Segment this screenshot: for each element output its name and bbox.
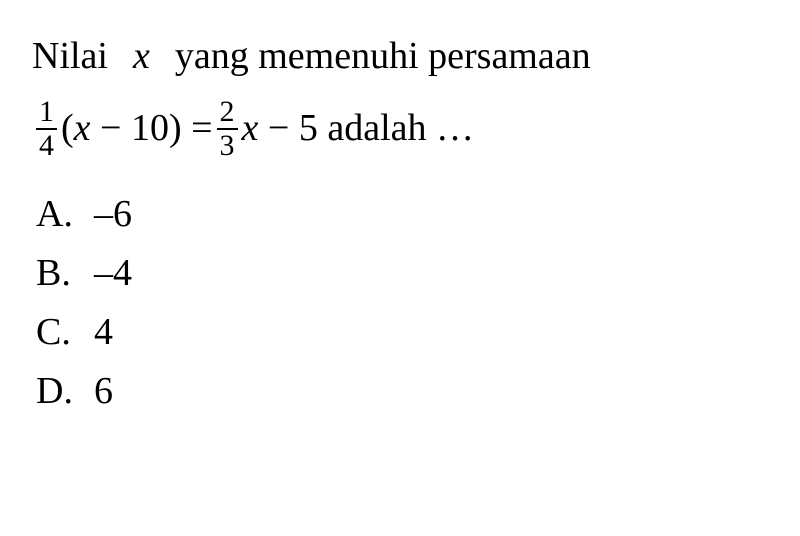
option-c: C. 4 [36, 303, 768, 362]
options-list: A. –6 B. –4 C. 4 D. 6 [32, 185, 768, 421]
equation-segment-1: (x − 10) = [61, 106, 213, 152]
text-nilai: Nilai [32, 35, 108, 77]
option-b: B. –4 [36, 244, 768, 303]
equation-segment-2: x − 5 adalah … [242, 106, 474, 152]
option-a-letter: A. [36, 185, 94, 244]
fraction-numerator-2: 2 [217, 97, 238, 128]
option-c-letter: C. [36, 303, 94, 362]
option-d: D. 6 [36, 362, 768, 421]
option-b-value: –4 [94, 244, 132, 303]
option-c-value: 4 [94, 303, 113, 362]
variable-x-eq1: x [74, 107, 91, 149]
eq-text-2: − 5 adalah … [258, 107, 474, 149]
option-a-value: –6 [94, 185, 132, 244]
variable-x-eq2: x [242, 107, 259, 149]
fraction-one-quarter: 1 4 [36, 97, 57, 161]
eq-text-1: − 10) = [91, 107, 213, 149]
option-a: A. –6 [36, 185, 768, 244]
fraction-numerator: 1 [36, 97, 57, 128]
question-line-1: Nilai x yang memenuhi persamaan [32, 28, 768, 85]
equation-line: 1 4 (x − 10) = 2 3 x − 5 adalah … [32, 97, 768, 161]
fraction-two-thirds: 2 3 [217, 97, 238, 161]
open-paren: ( [61, 107, 74, 149]
option-d-value: 6 [94, 362, 113, 421]
option-d-letter: D. [36, 362, 94, 421]
fraction-denominator: 4 [36, 128, 57, 161]
option-b-letter: B. [36, 244, 94, 303]
variable-x: x [133, 35, 150, 77]
fraction-denominator-2: 3 [217, 128, 238, 161]
text-yang-memenuhi: yang memenuhi persamaan [175, 35, 591, 77]
